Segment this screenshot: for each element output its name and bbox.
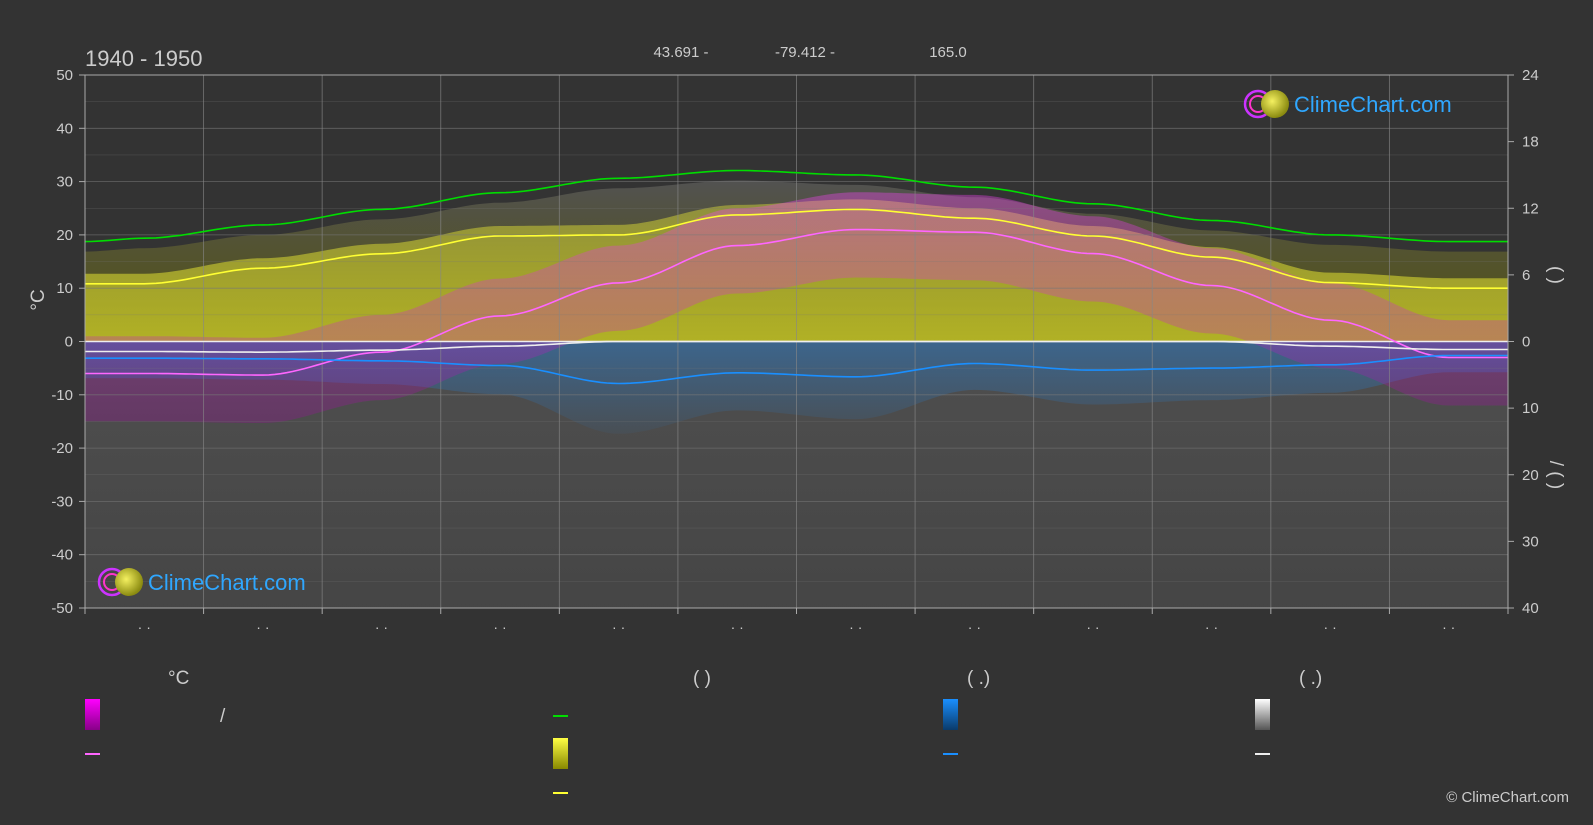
x-tick-label: · · — [1086, 619, 1099, 635]
x-tick-label: · · — [138, 619, 151, 635]
series-line-daylight — [84, 169, 1508, 243]
y-axis-label: °C — [28, 289, 49, 310]
x-tick-label: · · — [493, 619, 506, 635]
latitude-label: 43.691 - — [653, 44, 708, 61]
x-tick-label: · · — [1442, 619, 1455, 635]
y-tick-label: 50 — [56, 67, 73, 84]
right-axis-bottom-label: / ( ) — [1545, 461, 1566, 490]
y-tick-label: -50 — [51, 600, 73, 617]
legend-header-snow: ( .) — [1299, 668, 1322, 689]
y-tick-label: -40 — [51, 547, 73, 564]
x-tick-label: · · — [612, 619, 625, 635]
series-line-snow — [85, 340, 1508, 353]
right-tick-label-precip: 30 — [1522, 533, 1539, 550]
x-tick-label: · · — [256, 619, 269, 635]
series-line-sunshine — [85, 208, 1508, 289]
legend-header-temperature: °C — [168, 668, 189, 689]
y-tick-label: -20 — [51, 440, 73, 457]
y-tick-label: 40 — [56, 120, 73, 137]
x-tick-label: · · — [1324, 619, 1337, 635]
x-tick-label: · · — [1205, 619, 1218, 635]
brand-logo-top[interactable]: ClimeChart.com — [1243, 89, 1452, 119]
legend-header-rain: ( .) — [967, 668, 990, 689]
longitude-label: -79.412 - — [775, 44, 835, 61]
right-tick-label-precip: 20 — [1522, 467, 1539, 484]
x-tick-label: · · — [375, 619, 388, 635]
x-tick-label: · · — [849, 619, 862, 635]
y-tick-label: -30 — [51, 493, 73, 510]
right-axis-top-label: ( ) — [1545, 266, 1566, 284]
x-tick-label: · · — [731, 619, 744, 635]
chart-legend: °C ( ) ( .) ( .) / — [85, 668, 1322, 794]
brand-logo-bottom[interactable]: ClimeChart.com — [97, 567, 306, 597]
y-tick-label: 30 — [56, 174, 73, 191]
legend-snow-swatch — [1255, 699, 1270, 730]
chart-lines — [84, 169, 1508, 385]
copyright-text[interactable]: © ClimeChart.com — [1446, 789, 1569, 806]
brand-name-bottom: ClimeChart.com — [148, 570, 306, 595]
right-tick-label-hours: 12 — [1522, 200, 1539, 217]
right-tick-label-hours: 0 — [1522, 334, 1530, 351]
legend-temp-range-label: / — [220, 706, 226, 727]
brand-name-top: ClimeChart.com — [1294, 92, 1452, 117]
right-tick-label-hours: 24 — [1522, 67, 1539, 84]
right-tick-label-precip: 10 — [1522, 400, 1539, 417]
legend-sunshine-swatch — [553, 738, 568, 769]
right-tick-label-precip: 40 — [1522, 600, 1539, 617]
y-tick-label: 0 — [65, 334, 73, 351]
y-tick-label: 10 — [56, 280, 73, 297]
y-tick-label: 20 — [56, 227, 73, 244]
brand-sun-icon — [115, 568, 143, 596]
series-line-rain — [85, 354, 1508, 385]
legend-rain-swatch — [943, 699, 958, 730]
series-line-temp-mean — [85, 228, 1508, 376]
brand-sun-icon — [1261, 90, 1289, 118]
legend-temp-range-swatch — [85, 699, 100, 730]
right-tick-label-hours: 6 — [1522, 267, 1530, 284]
right-tick-label-hours: 18 — [1522, 134, 1539, 151]
chart-axes: 50 40 30 20 10 0 -10 -20 -30 -40 -50 24 18 12 6 0 10 20 30… — [51, 67, 1538, 635]
x-tick-label: · · — [968, 619, 981, 635]
legend-header-sunshine: ( ) — [693, 668, 711, 689]
elevation-label: 165.0 — [929, 44, 967, 61]
y-tick-label: -10 — [51, 387, 73, 404]
chart-title: 1940 - 1950 — [85, 46, 202, 71]
